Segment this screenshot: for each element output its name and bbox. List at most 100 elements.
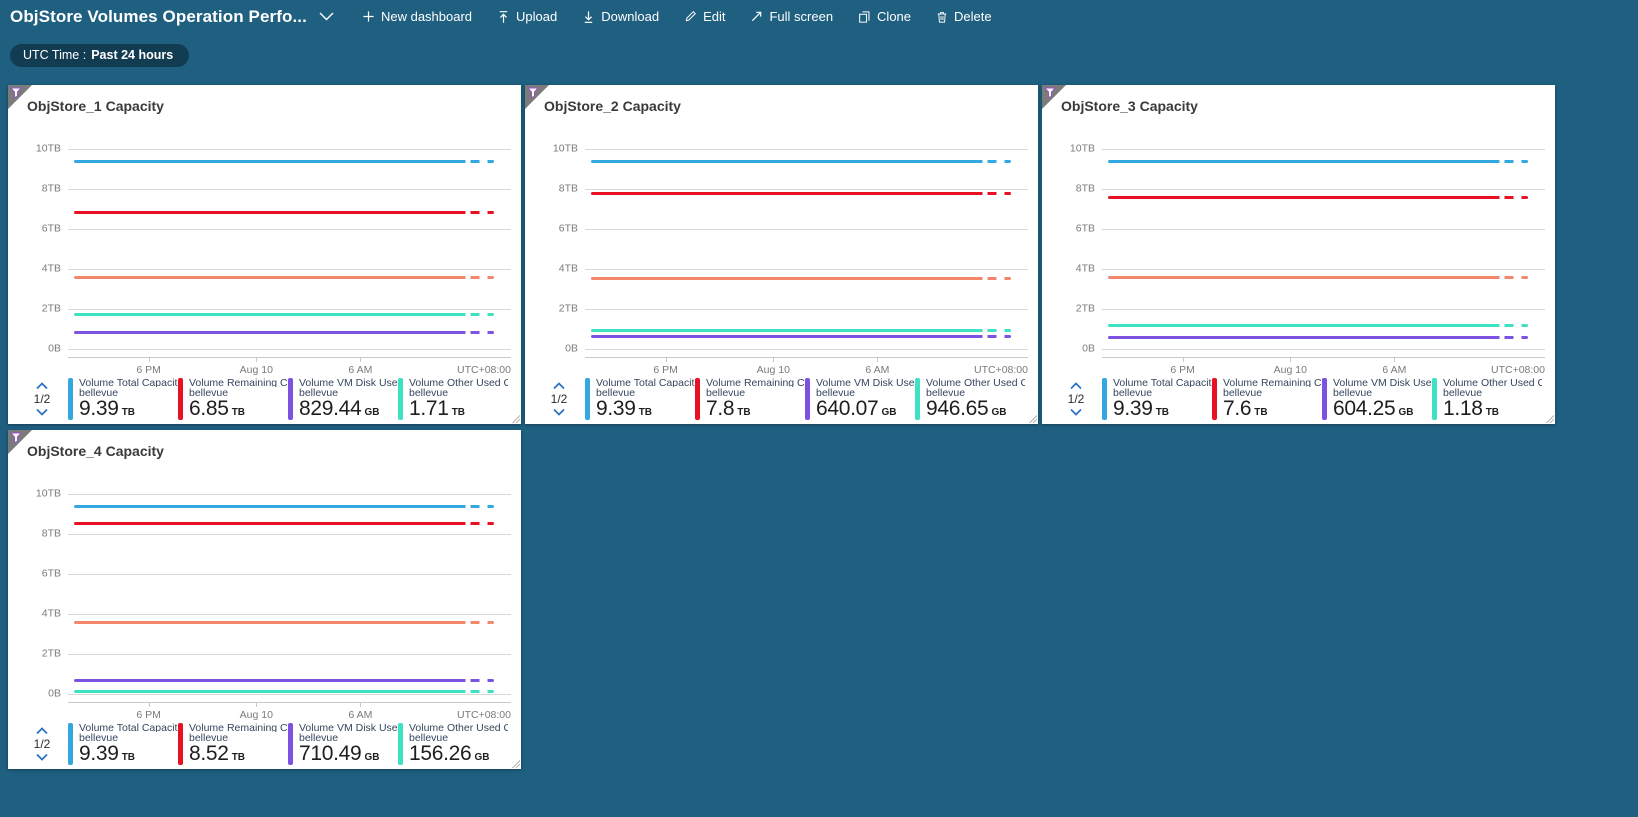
tile-filter-corner[interactable] <box>8 85 32 109</box>
y-axis-label: 8TB <box>41 182 61 195</box>
legend-text: Volume Total Capacit... bellevue 9.39 TB <box>79 722 178 766</box>
tile-title: ObjStore_1 Capacity <box>27 98 164 114</box>
legend-resource-name: bellevue <box>409 731 449 742</box>
x-axis-tick <box>877 358 879 362</box>
chart-x-axis: UTC+08:00 6 PM Aug 10 6 AM <box>1102 357 1545 383</box>
legend: Volume Total Capacit... bellevue 9.39 TB Vol… <box>68 377 515 421</box>
legend-value-unit: TB <box>1485 407 1500 418</box>
legend-metric-name: Volume Remaining Cap... <box>706 377 805 387</box>
clone-button[interactable]: Clone <box>858 9 911 24</box>
legend-page-up-button[interactable] <box>32 726 52 736</box>
x-axis-label: 6 AM <box>1382 364 1407 376</box>
tile-footer: 1/2 Volume Total Capacit... bellevue 9.39 T… <box>1050 377 1549 421</box>
fullscreen-button[interactable]: Full screen <box>750 9 833 24</box>
new-dashboard-button[interactable]: New dashboard <box>362 9 472 24</box>
legend-metric-name: Volume Remaining Cap... <box>189 377 288 387</box>
legend-value: 6.85 TB <box>189 397 288 421</box>
x-axis-tick <box>665 358 667 362</box>
legend-page-down-button[interactable] <box>32 752 52 762</box>
y-axis-label: 10TB <box>35 487 61 500</box>
legend-item[interactable]: Volume Total Capacit... bellevue 9.39 TB <box>68 377 178 421</box>
toolbar: New dashboard Upload Download Edit Full … <box>362 9 992 24</box>
legend-value-unit: GB <box>991 407 1007 418</box>
gridline: 2TB <box>559 302 1028 314</box>
timezone-label: UTC+08:00 <box>457 709 511 721</box>
legend-value-unit: TB <box>121 752 136 763</box>
legend-page-up-button[interactable] <box>549 381 569 391</box>
tile-title: ObjStore_2 Capacity <box>544 98 681 114</box>
legend-page-down-button[interactable] <box>32 407 52 417</box>
gridline: 0B <box>565 342 1028 354</box>
legend-value-unit: GB <box>881 407 897 418</box>
y-axis-label: 2TB <box>41 647 61 660</box>
series-line <box>74 689 494 693</box>
tile-filter-corner[interactable] <box>8 430 32 454</box>
chevron-up-icon <box>36 727 48 735</box>
legend-metric-name: Volume VM Disk Used ... <box>299 377 398 387</box>
legend-value-number: 9.39 <box>1113 397 1153 420</box>
legend-value-unit: TB <box>121 407 136 418</box>
legend-value-number: 8.52 <box>189 742 229 765</box>
y-axis-label: 10TB <box>1069 142 1095 155</box>
legend-item[interactable]: Volume Total Capacit... bellevue 9.39 TB <box>585 377 695 421</box>
legend-value-unit: GB <box>364 752 380 763</box>
upload-button[interactable]: Upload <box>497 9 557 24</box>
legend-item[interactable]: Volume Total Capacit... bellevue 9.39 TB <box>68 722 178 766</box>
legend-page-up-button[interactable] <box>1066 381 1086 391</box>
legend-value-number: 1.71 <box>409 397 449 420</box>
resize-grip[interactable] <box>509 412 520 423</box>
legend-value-number: 156.26 <box>409 742 472 765</box>
y-axis-label: 6TB <box>1075 222 1095 235</box>
time-filter-pill[interactable]: UTC Time : Past 24 hours <box>10 44 190 67</box>
legend-item[interactable]: Volume Total Capacit... bellevue 9.39 TB <box>1102 377 1212 421</box>
legend: Volume Total Capacit... bellevue 9.39 TB Vol… <box>585 377 1032 421</box>
x-axis-label: 6 PM <box>653 364 678 376</box>
series-line <box>1108 275 1528 279</box>
resize-grip[interactable] <box>1026 412 1037 423</box>
resize-grip[interactable] <box>509 757 520 768</box>
tile-filter-corner[interactable] <box>1042 85 1066 109</box>
legend-color-bar <box>68 723 73 765</box>
legend-value-number: 9.39 <box>79 742 119 765</box>
legend: Volume Total Capacit... bellevue 9.39 TB Vol… <box>1102 377 1549 421</box>
legend-value-number: 9.39 <box>79 397 119 420</box>
legend-color-bar <box>68 378 73 420</box>
tile-filter-corner[interactable] <box>525 85 549 109</box>
download-button[interactable]: Download <box>582 9 659 24</box>
legend-page-up-button[interactable] <box>32 381 52 391</box>
legend-metric-name: Volume VM Disk Used ... <box>299 722 398 732</box>
x-axis-label: Aug 10 <box>1273 364 1307 376</box>
legend-value: 7.6 TB <box>1223 397 1322 421</box>
gridline: 6TB <box>42 222 511 234</box>
legend-page-down-button[interactable] <box>1066 407 1086 417</box>
y-axis-label: 6TB <box>558 222 578 235</box>
dashboard-title: ObjStore Volumes Operation Perfo... <box>10 6 307 26</box>
legend-page-down-button[interactable] <box>549 407 569 417</box>
y-axis-label: 4TB <box>558 262 578 275</box>
resize-grip[interactable] <box>1543 412 1554 423</box>
filter-funnel-icon <box>10 432 22 444</box>
dashboard-title-dropdown[interactable]: ObjStore Volumes Operation Perfo... <box>10 7 334 27</box>
legend-resource-name: bellevue <box>189 731 229 742</box>
legend-value-unit: TB <box>638 407 653 418</box>
legend-value: 604.25 GB <box>1333 397 1432 421</box>
legend-value-number: 6.85 <box>189 397 229 420</box>
delete-button[interactable]: Delete <box>936 9 992 24</box>
legend-value-number: 7.6 <box>1223 397 1252 420</box>
y-axis-label: 10TB <box>35 142 61 155</box>
legend-value: 1.71 TB <box>409 397 508 421</box>
edit-button[interactable]: Edit <box>684 9 725 24</box>
